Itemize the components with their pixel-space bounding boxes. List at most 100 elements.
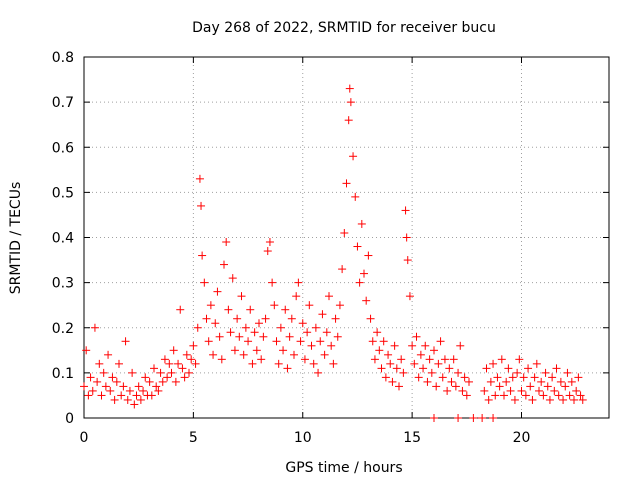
data-point xyxy=(373,328,382,337)
data-point xyxy=(263,247,272,256)
data-point xyxy=(158,377,167,386)
data-point xyxy=(430,346,438,355)
data-point xyxy=(115,359,123,368)
data-point xyxy=(309,359,318,368)
data-point xyxy=(410,359,419,368)
data-point xyxy=(239,350,248,359)
data-point xyxy=(307,341,316,350)
data-point xyxy=(355,278,364,287)
data-point xyxy=(99,368,108,377)
data-point xyxy=(489,359,498,368)
data-point xyxy=(460,373,469,382)
data-point xyxy=(217,355,226,364)
data-point xyxy=(191,359,200,368)
data-point xyxy=(110,395,119,404)
data-point xyxy=(576,391,585,400)
y-tick-label: 0 xyxy=(65,411,74,427)
y-tick-label: 0.8 xyxy=(52,50,74,66)
data-point xyxy=(136,395,145,404)
data-point xyxy=(200,278,209,287)
data-point xyxy=(84,391,93,400)
data-point xyxy=(462,391,471,400)
data-point xyxy=(213,287,222,296)
data-point xyxy=(163,373,172,382)
data-point xyxy=(259,332,268,341)
data-point xyxy=(574,373,583,382)
data-point xyxy=(112,377,121,386)
data-point xyxy=(421,341,430,350)
data-point xyxy=(206,301,215,310)
data-point xyxy=(559,395,568,404)
data-point xyxy=(333,332,342,341)
chart-title: Day 268 of 2022, SRMTID for receiver buc… xyxy=(192,20,496,36)
data-point xyxy=(320,350,329,359)
data-point xyxy=(283,364,292,373)
data-point xyxy=(327,341,336,350)
data-point xyxy=(561,382,570,391)
data-point xyxy=(434,359,443,368)
data-point xyxy=(440,355,449,364)
data-point xyxy=(386,359,395,368)
x-tick-label: 5 xyxy=(189,430,198,446)
data-point xyxy=(563,368,572,377)
data-point xyxy=(300,355,309,364)
data-point xyxy=(325,292,333,301)
data-point xyxy=(454,414,463,422)
data-point xyxy=(230,346,239,355)
data-point xyxy=(379,337,388,346)
data-point xyxy=(279,346,288,355)
data-point xyxy=(274,359,283,368)
data-point xyxy=(270,301,279,310)
data-point xyxy=(513,368,522,377)
data-point xyxy=(430,414,438,422)
data-point xyxy=(353,242,362,251)
data-point xyxy=(290,350,298,359)
data-point xyxy=(329,359,338,368)
y-tick-label: 0.1 xyxy=(52,366,74,382)
data-point xyxy=(228,274,237,283)
data-point xyxy=(215,332,224,341)
data-point xyxy=(572,386,581,395)
data-point xyxy=(419,364,428,373)
data-point xyxy=(478,414,487,422)
data-point xyxy=(340,228,349,237)
data-point xyxy=(209,350,218,359)
data-point xyxy=(189,341,198,350)
data-point xyxy=(132,391,141,400)
data-point xyxy=(294,278,303,287)
data-point xyxy=(392,364,401,373)
data-point xyxy=(445,364,454,373)
x-tick-label: 0 xyxy=(80,430,89,446)
data-point xyxy=(465,377,473,386)
data-point xyxy=(233,314,242,323)
data-point xyxy=(432,382,441,391)
data-point xyxy=(548,373,557,382)
data-point xyxy=(570,395,578,404)
data-point xyxy=(351,192,360,201)
data-point xyxy=(484,395,493,404)
data-point xyxy=(405,292,414,301)
data-point xyxy=(176,305,185,314)
data-point xyxy=(165,359,174,368)
data-point xyxy=(402,233,411,242)
data-point xyxy=(268,278,277,287)
y-tick-label: 0.5 xyxy=(52,185,74,201)
data-point xyxy=(285,332,294,341)
data-point xyxy=(366,314,375,323)
data-point xyxy=(147,391,156,400)
data-point xyxy=(117,391,126,400)
data-point xyxy=(449,355,458,364)
data-point xyxy=(220,260,228,269)
x-tick-label: 20 xyxy=(513,430,531,446)
data-point xyxy=(504,364,513,373)
data-point xyxy=(169,346,178,355)
data-point xyxy=(397,355,406,364)
data-point xyxy=(250,328,259,337)
data-point xyxy=(414,373,423,382)
data-point xyxy=(342,179,351,188)
x-tick-label: 10 xyxy=(294,430,312,446)
data-point xyxy=(443,386,452,395)
data-point xyxy=(508,373,517,382)
data-point xyxy=(193,323,202,332)
data-point xyxy=(491,391,500,400)
